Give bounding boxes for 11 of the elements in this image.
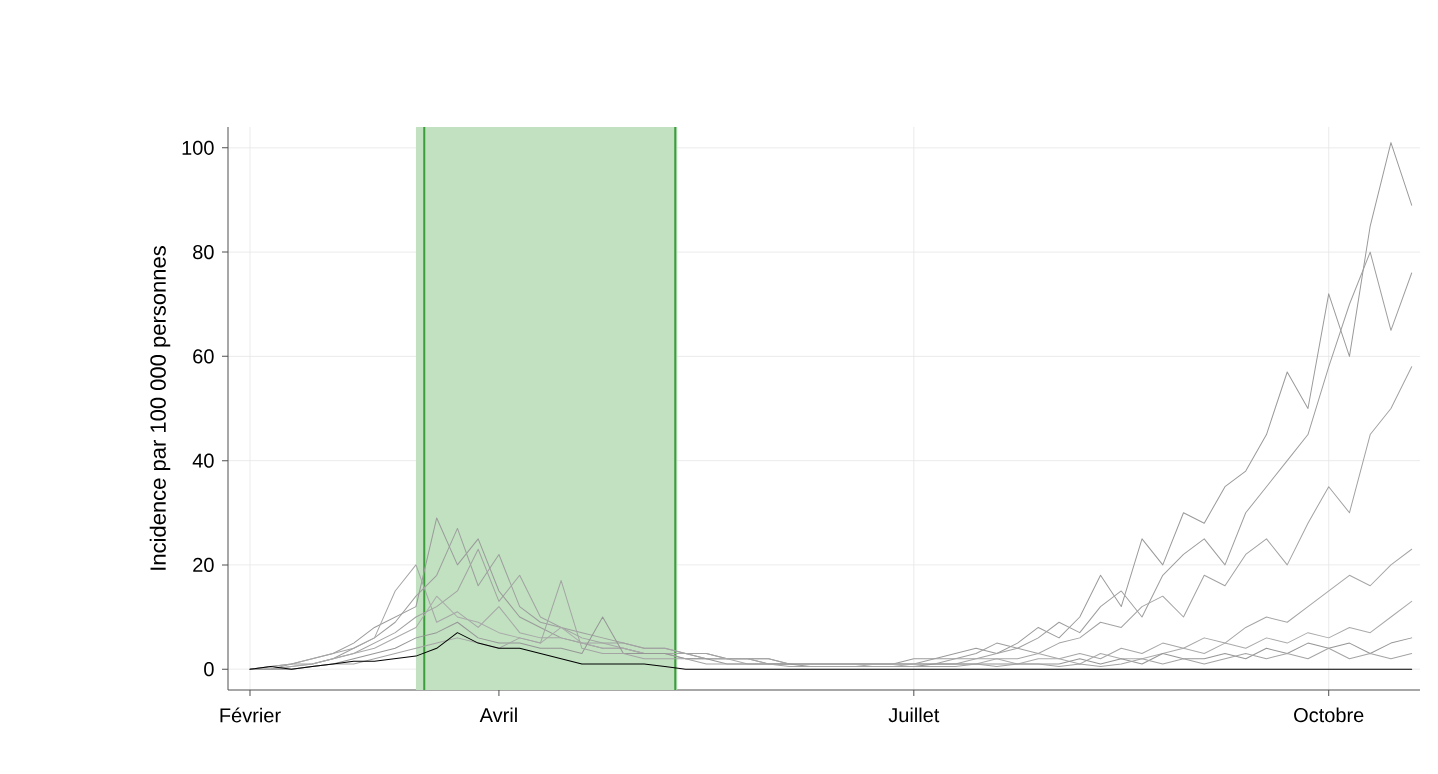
y-tick-label: 100 xyxy=(182,140,214,155)
y-tick-label: 20 xyxy=(193,557,214,572)
y-tick-label: 0 xyxy=(204,662,214,677)
x-tick-label: Octobre xyxy=(1294,707,1364,723)
y-tick-label: 80 xyxy=(193,245,214,260)
x-tick-label: Juillet xyxy=(888,707,940,723)
x-tick-label: Avril xyxy=(479,707,517,723)
y-tick-label: 60 xyxy=(193,349,214,364)
y-axis-title: Incidence par 100 000 personnes xyxy=(149,246,171,570)
x-tick-label: Février xyxy=(220,707,281,723)
y-tick-label: 40 xyxy=(192,453,214,468)
